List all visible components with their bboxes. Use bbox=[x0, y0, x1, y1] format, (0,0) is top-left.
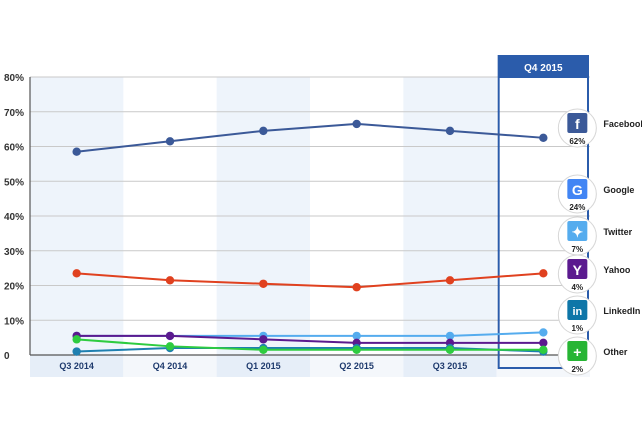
highlight-frame bbox=[497, 55, 589, 369]
y-tick-label: 10% bbox=[4, 316, 24, 327]
series-name: LinkedIn bbox=[603, 306, 640, 316]
data-point-linkedin bbox=[72, 347, 81, 356]
data-point-google bbox=[539, 269, 548, 278]
series-name: Yahoo bbox=[603, 265, 631, 275]
series-percent: 24% bbox=[569, 203, 585, 212]
series-line-linkedin bbox=[76, 347, 544, 353]
highlight-header bbox=[498, 56, 588, 78]
series-label-linkedin: in 1% LinkedIn bbox=[557, 295, 640, 335]
data-point-other bbox=[352, 345, 361, 354]
data-point-facebook bbox=[72, 147, 81, 156]
series-line-google bbox=[76, 272, 544, 289]
google-icon bbox=[567, 179, 588, 199]
series-percent: 2% bbox=[572, 365, 584, 374]
series-percent: 7% bbox=[572, 245, 584, 254]
series-percent: 1% bbox=[572, 324, 584, 333]
series-name: Other bbox=[603, 347, 628, 357]
data-point-yahoo bbox=[259, 335, 268, 344]
series-name: Facebook bbox=[603, 119, 642, 129]
x-category-cell bbox=[216, 355, 310, 377]
series-label-other: +2% Other bbox=[557, 336, 628, 376]
series-label-google: G 24% Google bbox=[557, 174, 634, 214]
icon-glyph: G bbox=[572, 182, 583, 198]
x-tick-label: Q1 2015 bbox=[246, 361, 281, 371]
data-point-other bbox=[539, 345, 548, 354]
series-line-yahoo bbox=[76, 334, 544, 344]
data-point-google bbox=[165, 276, 175, 285]
series-group bbox=[72, 119, 548, 356]
icon-glyph: + bbox=[573, 344, 581, 360]
x-tick-label: Q2 2015 bbox=[339, 361, 374, 371]
series-name: Google bbox=[603, 185, 634, 195]
data-point-yahoo bbox=[165, 331, 175, 341]
y-axis: 0 10% 20% 30% 40% 50% 60% 70% 80% bbox=[4, 73, 31, 362]
data-point-twitter bbox=[445, 331, 455, 341]
series-line-facebook bbox=[76, 122, 544, 153]
twitter-icon bbox=[567, 221, 588, 241]
data-point-facebook bbox=[165, 137, 175, 146]
series-percent: 62% bbox=[569, 137, 585, 146]
data-point-other bbox=[259, 345, 268, 354]
y-tick-label: 60% bbox=[4, 143, 24, 154]
data-point-google bbox=[445, 276, 455, 285]
data-point-google bbox=[352, 283, 361, 292]
data-point-google bbox=[259, 279, 268, 288]
icon-glyph: f bbox=[575, 116, 580, 132]
series-name: Twitter bbox=[603, 227, 632, 237]
data-point-other bbox=[165, 342, 175, 351]
data-point-other bbox=[72, 335, 81, 344]
data-point-other bbox=[445, 345, 455, 354]
series-line-other bbox=[76, 338, 544, 351]
linkedin-icon bbox=[567, 300, 588, 320]
y-tick-label: 40% bbox=[4, 212, 24, 223]
icon-glyph: Y bbox=[573, 262, 583, 278]
y-tick-label: 50% bbox=[4, 177, 24, 188]
y-tick-label: 30% bbox=[4, 247, 24, 258]
series-label-facebook: f 62% Facebook bbox=[557, 108, 642, 148]
plus-icon bbox=[567, 341, 588, 361]
y-tick-label: 0 bbox=[4, 351, 10, 362]
highlight-label: Q4 2015 bbox=[524, 63, 563, 74]
x-axis: Q3 2014 Q4 2014 Q1 2015 Q2 2015 Q3 2015 bbox=[30, 354, 590, 377]
yahoo-icon bbox=[567, 259, 588, 279]
data-point-twitter bbox=[539, 328, 548, 337]
x-category-cell bbox=[310, 355, 404, 377]
data-point-facebook bbox=[539, 133, 548, 143]
series-labels: f 62% Facebook G 24% Google ✦ 7% Twitter Y 4% Yahoo… bbox=[557, 108, 642, 376]
x-category-cell bbox=[403, 355, 497, 377]
facebook-icon bbox=[567, 113, 588, 133]
x-category-cell bbox=[30, 355, 124, 377]
series-label-twitter: ✦ 7% Twitter bbox=[557, 216, 633, 256]
data-point-facebook bbox=[352, 119, 361, 129]
data-point-facebook bbox=[259, 126, 268, 136]
x-tick-label: Q3 2014 bbox=[59, 361, 94, 371]
y-tick-label: 80% bbox=[4, 73, 24, 84]
data-point-google bbox=[72, 269, 81, 278]
x-tick-label: Q4 2014 bbox=[153, 361, 188, 371]
icon-glyph: in bbox=[572, 306, 582, 318]
data-point-facebook bbox=[445, 126, 455, 136]
data-point-twitter bbox=[352, 331, 361, 341]
y-tick-label: 20% bbox=[4, 282, 24, 293]
series-percent: 4% bbox=[572, 283, 584, 292]
y-tick-label: 70% bbox=[4, 108, 24, 119]
icon-glyph: ✦ bbox=[571, 224, 583, 240]
x-tick-label: Q3 2015 bbox=[433, 361, 468, 371]
x-category-cell bbox=[123, 355, 217, 377]
series-label-yahoo: Y 4% Yahoo bbox=[557, 254, 631, 294]
data-point-yahoo bbox=[539, 338, 548, 348]
highlight-box: Q4 2015 bbox=[497, 55, 589, 369]
